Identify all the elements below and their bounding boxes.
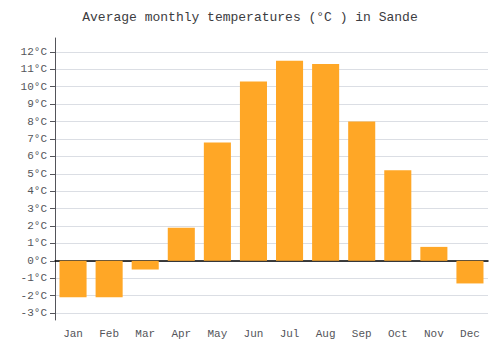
svg-text:6°C: 6°C (27, 150, 47, 162)
svg-text:10°C: 10°C (21, 81, 48, 93)
svg-text:Mar: Mar (135, 328, 155, 340)
svg-text:Feb: Feb (99, 328, 119, 340)
svg-text:4°C: 4°C (27, 185, 47, 197)
svg-text:2°C: 2°C (27, 220, 47, 232)
svg-text:12°C: 12°C (21, 46, 48, 58)
svg-text:1°C: 1°C (27, 237, 47, 249)
svg-text:3°C: 3°C (27, 203, 47, 215)
svg-text:Nov: Nov (424, 328, 444, 340)
svg-text:Sep: Sep (352, 328, 372, 340)
svg-text:May: May (207, 328, 227, 340)
svg-text:Apr: Apr (171, 328, 191, 340)
svg-text:Dec: Dec (460, 328, 480, 340)
svg-text:Oct: Oct (388, 328, 408, 340)
svg-text:-3°C: -3°C (21, 307, 48, 319)
svg-text:Aug: Aug (316, 328, 336, 340)
svg-text:Jan: Jan (63, 328, 83, 340)
svg-text:8°C: 8°C (27, 116, 47, 128)
svg-text:Jun: Jun (244, 328, 264, 340)
svg-text:0°C: 0°C (27, 255, 47, 267)
svg-text:5°C: 5°C (27, 168, 47, 180)
svg-text:7°C: 7°C (27, 133, 47, 145)
svg-text:Jul: Jul (280, 328, 300, 340)
svg-text:Average monthly temperatures (: Average monthly temperatures (°C ) in Sa… (82, 10, 417, 25)
svg-text:-1°C: -1°C (21, 272, 48, 284)
svg-text:9°C: 9°C (27, 98, 47, 110)
svg-text:11°C: 11°C (21, 63, 48, 75)
svg-text:-2°C: -2°C (21, 290, 48, 302)
